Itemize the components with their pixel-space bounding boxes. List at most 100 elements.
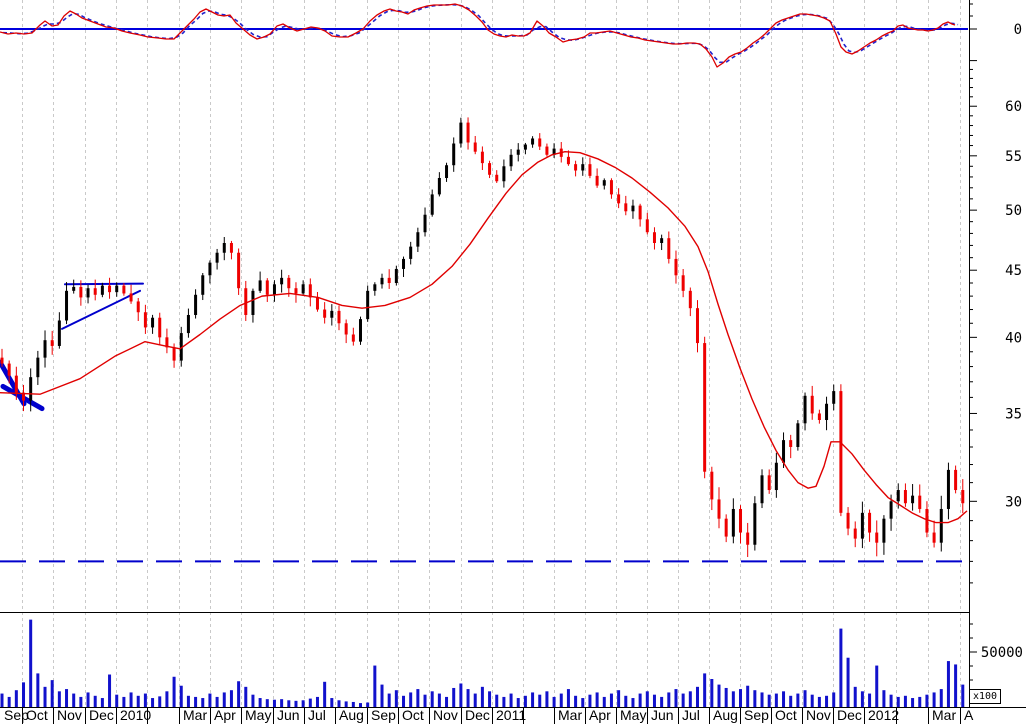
candle [502, 166, 506, 182]
candle [832, 391, 836, 404]
candle [409, 246, 413, 259]
volume-bar [423, 694, 427, 707]
candle [681, 275, 685, 291]
volume-bar [832, 692, 836, 707]
candle [645, 219, 649, 233]
volume-bar [839, 628, 843, 707]
volume-bar [258, 698, 262, 707]
volume-bar [946, 661, 950, 707]
candle [925, 508, 929, 533]
candle [803, 395, 807, 424]
volume-bar [796, 693, 800, 707]
volume-bar [265, 699, 269, 707]
month-label: 2010 [120, 707, 151, 723]
volume-bar [79, 696, 83, 707]
candle [495, 174, 499, 182]
candle [617, 194, 621, 204]
volume-bar [57, 691, 61, 707]
month-label: Jun [651, 707, 674, 723]
candle [301, 284, 305, 294]
volume-bar [351, 701, 355, 707]
candle [351, 334, 355, 342]
volume-bar [136, 695, 140, 707]
candle [430, 194, 434, 215]
volume-bar [452, 687, 456, 707]
month-label: Mar [183, 707, 207, 723]
candle [860, 512, 864, 539]
candle [201, 275, 205, 295]
candle [767, 475, 771, 491]
candle [688, 290, 692, 309]
candle [308, 284, 312, 298]
volume-bar [516, 698, 520, 707]
volume-bar [65, 689, 69, 707]
month-label: Sep [371, 707, 396, 723]
candle [552, 148, 556, 155]
candle [272, 284, 276, 295]
volume-bar [559, 693, 563, 707]
candle [265, 280, 269, 295]
candle [789, 440, 793, 447]
volume-bar [208, 693, 212, 707]
volume-bar [437, 693, 441, 707]
candle [609, 180, 613, 195]
volume-bar [129, 692, 133, 707]
candle [509, 154, 513, 167]
volume-bar [215, 696, 219, 707]
volume-bar [875, 665, 879, 707]
candle [179, 333, 183, 361]
candle [251, 290, 255, 315]
price-tick-label: 45 [1005, 263, 1022, 279]
volume-bar [911, 698, 915, 707]
candle [695, 308, 699, 344]
volume-bar [746, 685, 750, 707]
candle [882, 518, 886, 543]
candle [459, 122, 463, 144]
indicator-zero-label: 0 [1014, 22, 1022, 38]
trendline [61, 289, 141, 330]
volume-bar [545, 691, 549, 707]
candle [667, 238, 671, 259]
volume-bar [645, 691, 649, 707]
month-label: Jun [277, 707, 300, 723]
candle [108, 285, 112, 293]
month-label: Apr [214, 707, 236, 723]
candle [753, 503, 757, 545]
month-label: 2011 [496, 707, 526, 723]
candle [72, 286, 76, 291]
volume-multiplier-badge: x100 [969, 689, 1001, 704]
candle [868, 512, 872, 533]
volume-bar [387, 693, 391, 707]
volume-bar [523, 695, 527, 707]
candle [258, 280, 262, 291]
candle [208, 262, 212, 276]
volume-bar [308, 698, 312, 707]
price-tick-label: 30 [1005, 494, 1022, 510]
volume-bar [280, 699, 284, 707]
candle [896, 490, 900, 502]
candle [244, 288, 248, 315]
volume-bar [509, 693, 513, 707]
volume-bar [502, 696, 506, 707]
candle [480, 151, 484, 164]
candle [903, 490, 907, 504]
volume-bar [882, 690, 886, 707]
volume-bar [595, 692, 599, 707]
candle [394, 268, 398, 284]
candle [810, 395, 814, 414]
candle [315, 297, 319, 310]
month-label: Nov [806, 707, 831, 723]
volume-bar [703, 673, 707, 707]
candle [57, 320, 61, 346]
candle [402, 258, 406, 269]
candle [437, 178, 441, 195]
volume-bar [93, 695, 97, 707]
candle [136, 301, 140, 313]
candle [0, 357, 4, 364]
month-label: Dec [837, 707, 862, 723]
candle [100, 285, 104, 295]
volume-bar [158, 696, 162, 707]
volume-bar [652, 694, 656, 707]
month-label: Jul [308, 707, 326, 723]
